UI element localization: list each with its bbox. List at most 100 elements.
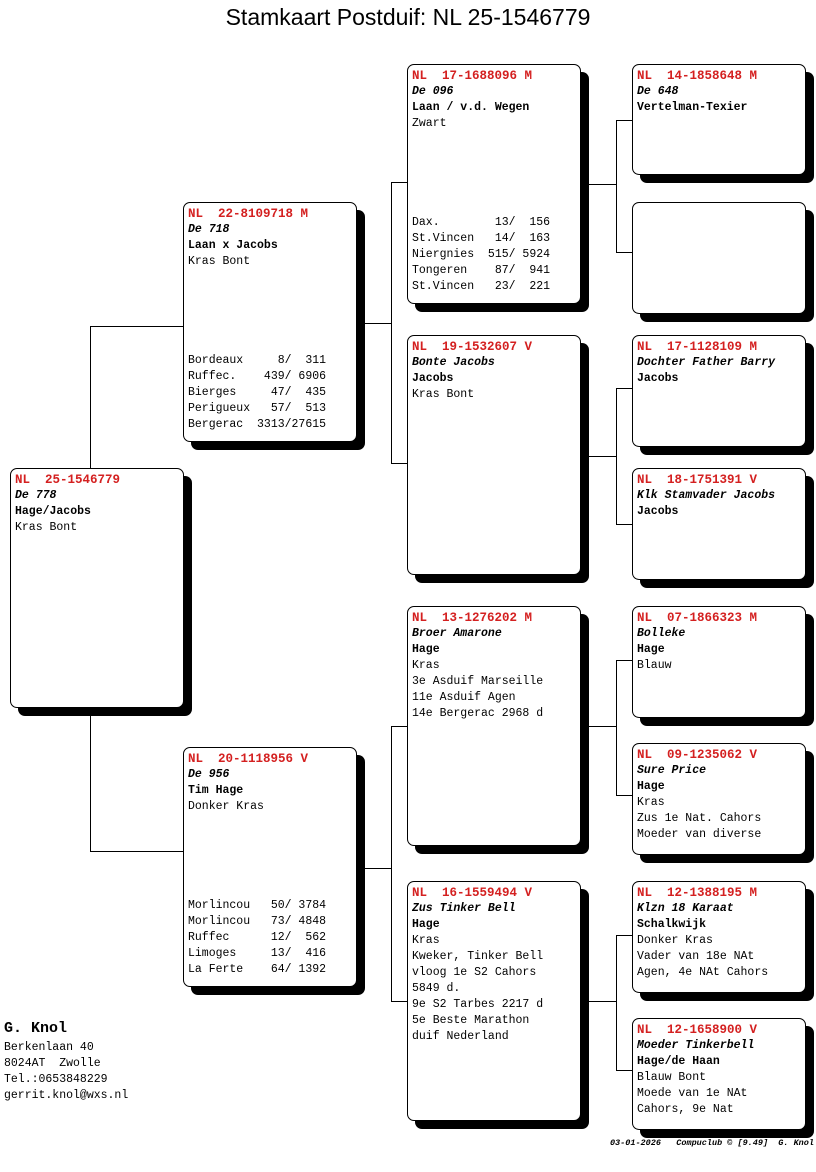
pigeon-name: Sure Price (637, 764, 707, 777)
connector-line (357, 868, 392, 869)
pigeon-card-ss-sire: NL 14-1858648 M De 648 Vertelman-Texier (632, 64, 806, 175)
pigeon-name: De 956 (188, 768, 230, 781)
pigeon-name: De 718 (188, 223, 230, 236)
pigeon-card-sire-sire: NL 17-1688096 M De 096 Laan / v.d. Wegen Zw… (407, 64, 581, 304)
info-line: Zus 1e Nat. Cahors (637, 812, 762, 825)
connector-line (391, 726, 408, 727)
breeder: Hage (412, 643, 440, 656)
race-results: Morlincou 50/ 3784 Morlincou 73/ 4848 Ruff… (188, 898, 352, 978)
connector-line (616, 660, 617, 796)
pigeon-name: Zus Tinker Bell (412, 902, 516, 915)
breeder: Hage (412, 918, 440, 931)
pigeon-card-dam-dam: NL 16-1559494 V Zus Tinker Bell Hage Kras Kw… (407, 881, 581, 1121)
race-result: Dax. 13/ 156 (412, 216, 551, 229)
connector-line (90, 326, 184, 327)
pigeon-card-ds-sire: NL 07-1866323 M Bolleke Hage Blauw (632, 606, 806, 718)
info-line: Cahors, 9e Nat (637, 1103, 734, 1116)
ring-number: NL 18-1751391 V (637, 473, 758, 487)
connector-line (616, 120, 617, 253)
ring-number: NL 07-1866323 M (637, 611, 758, 625)
info-line: 14e Bergerac 2968 d (412, 707, 544, 720)
race-result: Morlincou 73/ 4848 (188, 915, 327, 928)
breeder: Jacobs (637, 372, 679, 385)
pigeon-card-sire-dam: NL 19-1532607 V Bonte Jacobs Jacobs Kras Bo… (407, 335, 581, 575)
race-result: St.Vincen 23/ 221 (412, 280, 551, 293)
ring-number: NL 12-1388195 M (637, 886, 758, 900)
info-line: Kras (412, 659, 440, 672)
pigeon-name: Bonte Jacobs (412, 356, 495, 369)
pigeon-name: Bolleke (637, 627, 686, 640)
pigeon-card-ds-dam: NL 09-1235062 V Sure Price Hage Kras Zus 1e … (632, 743, 806, 855)
info-line: 3e Asduif Marseille (412, 675, 544, 688)
connector-line (616, 388, 633, 389)
race-result: Bierges 47/ 435 (188, 386, 327, 399)
connector-line (616, 388, 617, 525)
info-line: vloog 1e S2 Cahors (412, 966, 537, 979)
connector-line (581, 1001, 617, 1002)
pigeon-card-sire: NL 22-8109718 M De 718 Laan x Jacobs Kras B… (183, 202, 357, 442)
race-result: Niergnies 515/ 5924 (412, 248, 551, 261)
connector-line (391, 182, 392, 464)
breeder: Hage (637, 780, 665, 793)
info-line: Donker Kras (188, 800, 264, 813)
footer-credit: 03-01-2026 Compuclub © [9.49] G. Knol (609, 1138, 814, 1148)
connector-line (616, 795, 633, 796)
breeder: Schalkwijk (637, 918, 707, 931)
pigeon-card-sd-sire: NL 17-1128109 M Dochter Father Barry Jacob… (632, 335, 806, 447)
race-result: Tongeren 87/ 941 (412, 264, 551, 277)
race-result: St.Vincen 14/ 163 (412, 232, 551, 245)
ring-number: NL 14-1858648 M (637, 69, 758, 83)
pigeon-name: Klzn 18 Karaat (637, 902, 734, 915)
pigeon-name: Dochter Father Barry (637, 356, 776, 369)
breeder: Hage/Jacobs (15, 505, 91, 518)
pigeon-card-subject: NL 25-1546779 De 778 Hage/Jacobs Kras Bont (10, 468, 184, 708)
info-line: Kras Bont (412, 388, 475, 401)
connector-line (581, 726, 617, 727)
connector-line (616, 935, 617, 1071)
info-line: Kras Bont (188, 255, 251, 268)
info-line: 9e S2 Tarbes 2217 d (412, 998, 544, 1011)
ring-number: NL 25-1546779 (15, 473, 121, 487)
connector-line (616, 120, 633, 121)
breeder: Jacobs (637, 505, 679, 518)
connector-line (616, 252, 633, 253)
pigeon-name: De 778 (15, 489, 57, 502)
ring-number: NL 13-1276202 M (412, 611, 533, 625)
pigeon-card-dam-sire: NL 13-1276202 M Broer Amarone Hage Kras 3e A… (407, 606, 581, 846)
info-line: Agen, 4e NAt Cahors (637, 966, 769, 979)
ring-number: NL 20-1118956 V (188, 752, 309, 766)
connector-line (616, 1070, 633, 1071)
race-result: La Ferte 64/ 1392 (188, 963, 327, 976)
connector-line (616, 660, 633, 661)
ring-number: NL 12-1658900 V (637, 1023, 758, 1037)
info-line: Moede van 1e NAt (637, 1087, 748, 1100)
race-result: Ruffec 12/ 562 (188, 931, 327, 944)
info-line: 5e Beste Marathon (412, 1014, 530, 1027)
pigeon-name: Moeder Tinkerbell (637, 1039, 755, 1052)
pigeon-name: Broer Amarone (412, 627, 502, 640)
connector-line (616, 935, 633, 936)
info-line: Kras (637, 796, 665, 809)
connector-line (391, 463, 408, 464)
owner-address: Berkenlaan 40 (4, 1041, 94, 1054)
info-line: Donker Kras (637, 934, 713, 947)
ring-number: NL 17-1128109 M (637, 340, 758, 354)
info-line: Kras (412, 934, 440, 947)
ring-number: NL 19-1532607 V (412, 340, 533, 354)
connector-line (581, 456, 617, 457)
info-line: duif Nederland (412, 1030, 509, 1043)
info-line: Moeder van diverse (637, 828, 762, 841)
breeder: Laan x Jacobs (188, 239, 278, 252)
race-result: Bergerac 3313/27615 (188, 418, 327, 431)
race-result: Morlincou 50/ 3784 (188, 899, 327, 912)
breeder: Jacobs (412, 372, 454, 385)
breeder: Vertelman-Texier (637, 101, 748, 114)
pigeon-name: De 648 (637, 85, 679, 98)
breeder: Laan / v.d. Wegen (412, 101, 530, 114)
race-results: Dax. 13/ 156 St.Vincen 14/ 163 Niergnies 5… (412, 215, 576, 295)
info-line: 5849 d. (412, 982, 461, 995)
owner-phone: Tel.:0653848229 (4, 1073, 108, 1086)
info-line: Kras Bont (15, 521, 78, 534)
ring-number: NL 09-1235062 V (637, 748, 758, 762)
